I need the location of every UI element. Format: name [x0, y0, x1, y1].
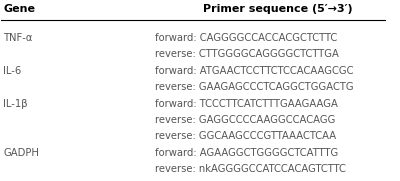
Text: reverse: nkAGGGGCCATCCACAGTCTTC: reverse: nkAGGGGCCATCCACAGTCTTC	[155, 164, 346, 174]
Text: TNF-α: TNF-α	[3, 33, 33, 43]
Text: GADPH: GADPH	[3, 148, 39, 158]
Text: reverse: GAGGCCCCAAGGCCACAGG: reverse: GAGGCCCCAAGGCCACAGG	[155, 115, 336, 125]
Text: reverse: GAAGAGCCCTCAGGCTGGACTG: reverse: GAAGAGCCCTCAGGCTGGACTG	[155, 82, 354, 92]
Text: forward: CAGGGGCCACCACGCTCTTC: forward: CAGGGGCCACCACGCTCTTC	[155, 33, 338, 43]
Text: IL-1β: IL-1β	[3, 99, 28, 109]
Text: reverse: CTTGGGGCAGGGGCTCTTGA: reverse: CTTGGGGCAGGGGCTCTTGA	[155, 49, 339, 60]
Text: forward: TCCCTTCATCTTTGAAGAAGA: forward: TCCCTTCATCTTTGAAGAAGA	[155, 99, 338, 109]
Text: Primer sequence (5′→3′): Primer sequence (5′→3′)	[204, 4, 353, 14]
Text: IL-6: IL-6	[3, 66, 22, 76]
Text: forward: AGAAGGCTGGGGCTCATTTG: forward: AGAAGGCTGGGGCTCATTTG	[155, 148, 338, 158]
Text: forward: ATGAACTCCTTCTCCACAAGCGC: forward: ATGAACTCCTTCTCCACAAGCGC	[155, 66, 354, 76]
Text: reverse: GGCAAGCCCGTTAAACTCAA: reverse: GGCAAGCCCGTTAAACTCAA	[155, 131, 336, 141]
Text: Gene: Gene	[3, 4, 35, 14]
